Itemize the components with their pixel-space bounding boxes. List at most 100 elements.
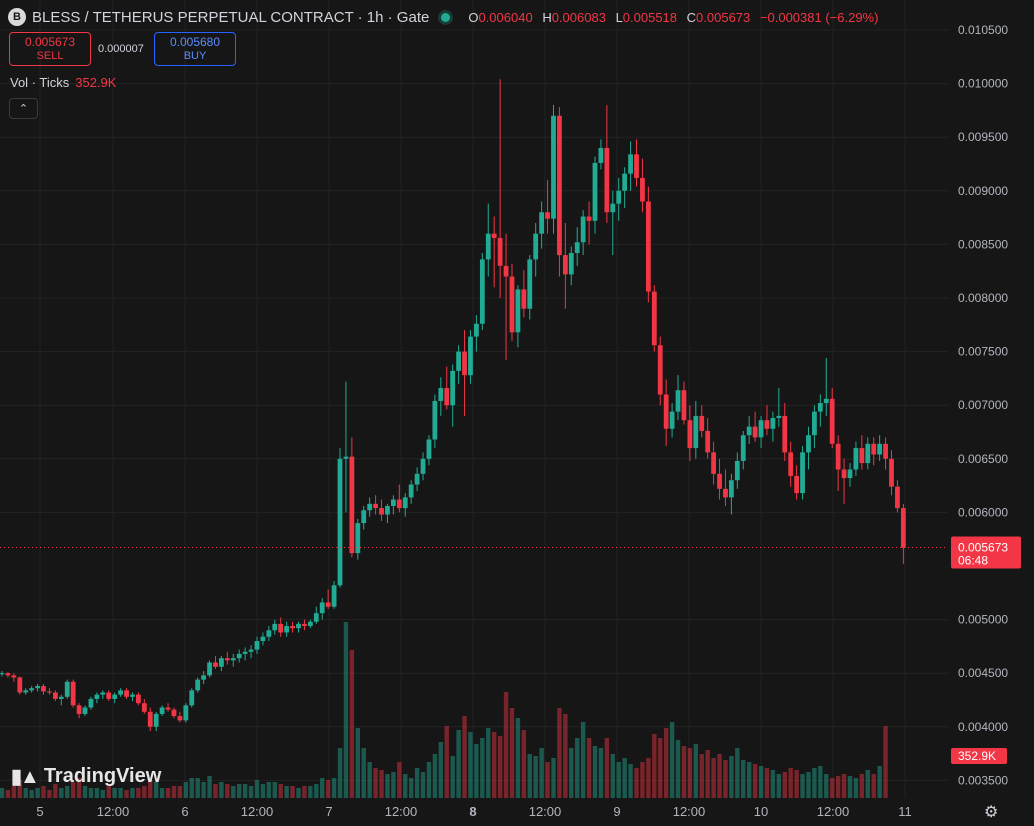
candle-body [574, 242, 580, 253]
price-axis: 0.010500 0.010000 0.009500 0.009000 0.008500… [958, 23, 1008, 787]
candle-body [859, 448, 865, 464]
candle-body [325, 602, 331, 607]
volume-bar [11, 786, 17, 798]
candle-body [219, 658, 224, 667]
volume-bar [361, 748, 366, 798]
last-price-label: 0.005673 [958, 540, 1008, 554]
candle-body [545, 212, 550, 219]
candle-body [331, 585, 337, 607]
symbol-title[interactable]: BLESS / TETHERUS PERPETUAL CONTRACT · 1h… [32, 8, 430, 26]
candle-body [124, 690, 129, 697]
buy-button[interactable]: 0.005680 BUY [154, 32, 236, 66]
low-value: 0.005518 [622, 9, 678, 25]
candle-body [728, 480, 734, 498]
volume-bar [41, 786, 46, 798]
sell-button[interactable]: 0.005673 SELL [9, 32, 91, 66]
volume-bar [847, 776, 853, 798]
volume-bar [818, 766, 823, 798]
candle-body [450, 370, 456, 406]
volume-bar [76, 778, 82, 798]
price-tick-label: 0.010500 [958, 23, 1008, 37]
candle-body [444, 388, 450, 406]
volume-bar [480, 738, 485, 798]
candle-body [373, 503, 378, 509]
sell-price: 0.005673 [24, 35, 76, 49]
volume-bar [391, 772, 396, 798]
volume-bar [183, 782, 189, 798]
candle-body [390, 499, 396, 506]
candle-body [503, 265, 509, 277]
volume-bar [201, 782, 206, 798]
volume-bar [0, 788, 5, 798]
volume-bar [877, 766, 882, 798]
candle-body [408, 484, 414, 498]
candle-body [349, 456, 355, 554]
time-tick-label: 6 [181, 804, 188, 819]
candle-body [788, 452, 794, 476]
volume-bar [414, 768, 420, 798]
time-tick-label: 11 [898, 804, 912, 819]
candle-body [669, 411, 675, 429]
candle-body [153, 713, 159, 727]
time-tick-label: 7 [325, 804, 332, 819]
volume-legend[interactable]: Vol · Ticks 352.9K [10, 75, 116, 90]
volume-bar [752, 764, 758, 798]
candle-body [794, 475, 800, 494]
volume-bar [776, 774, 782, 798]
tradingview-logo[interactable]: ▮▲ TradingView [11, 764, 161, 789]
volume-bar [242, 784, 248, 798]
volume-bar [693, 744, 699, 798]
candle-body [562, 255, 568, 275]
candle-body [539, 212, 545, 234]
market-status-icon[interactable] [441, 12, 451, 22]
volume-bar [159, 788, 165, 798]
volume-bar [610, 754, 615, 798]
volume-bar [213, 784, 218, 798]
candle-body [29, 688, 35, 691]
candle-body [426, 439, 432, 459]
candle-body [628, 154, 633, 174]
gear-icon[interactable]: ⚙ [984, 804, 999, 821]
collapse-legend-button[interactable]: ⌃ [9, 98, 38, 119]
volume-bar [438, 742, 444, 798]
chart-grid [0, 0, 948, 798]
spread-value: 0.000007 [98, 43, 144, 55]
candle-body [616, 190, 622, 204]
volume-bar [486, 728, 491, 798]
volume-bar [444, 726, 449, 798]
candle-body [746, 426, 752, 436]
candle-body [485, 233, 491, 260]
candle-body [236, 653, 242, 659]
price-tick-label: 0.006500 [958, 452, 1008, 466]
candle-body [420, 458, 426, 474]
volume-bar [70, 782, 76, 798]
volume-bar [331, 778, 337, 798]
candle-body [307, 621, 313, 627]
volume-bar [551, 758, 556, 798]
candle-body [230, 658, 236, 661]
candle-body [598, 147, 604, 163]
volume-tag-label: 352.9K [958, 749, 996, 763]
candle-body [515, 289, 521, 333]
symbol-icon[interactable]: B [8, 8, 26, 26]
volume-bar [711, 758, 716, 798]
candle-body [313, 613, 319, 622]
volume-bar [237, 784, 242, 798]
volume-tag [951, 748, 1007, 764]
volume-bar [142, 786, 147, 798]
candle-body [414, 473, 420, 485]
volume-bar [812, 768, 817, 798]
candlesticks [0, 79, 906, 732]
volume-bar [474, 744, 479, 798]
time-tick-label: 9 [613, 804, 620, 819]
volume-bar [841, 774, 847, 798]
volume-bar [580, 722, 586, 798]
candle-body [663, 394, 669, 429]
volume-bar [705, 750, 710, 798]
candle-body [841, 469, 847, 479]
candle-body [284, 626, 290, 633]
candle-body [41, 686, 46, 692]
volume-bar [373, 768, 378, 798]
volume-bar [165, 788, 171, 798]
